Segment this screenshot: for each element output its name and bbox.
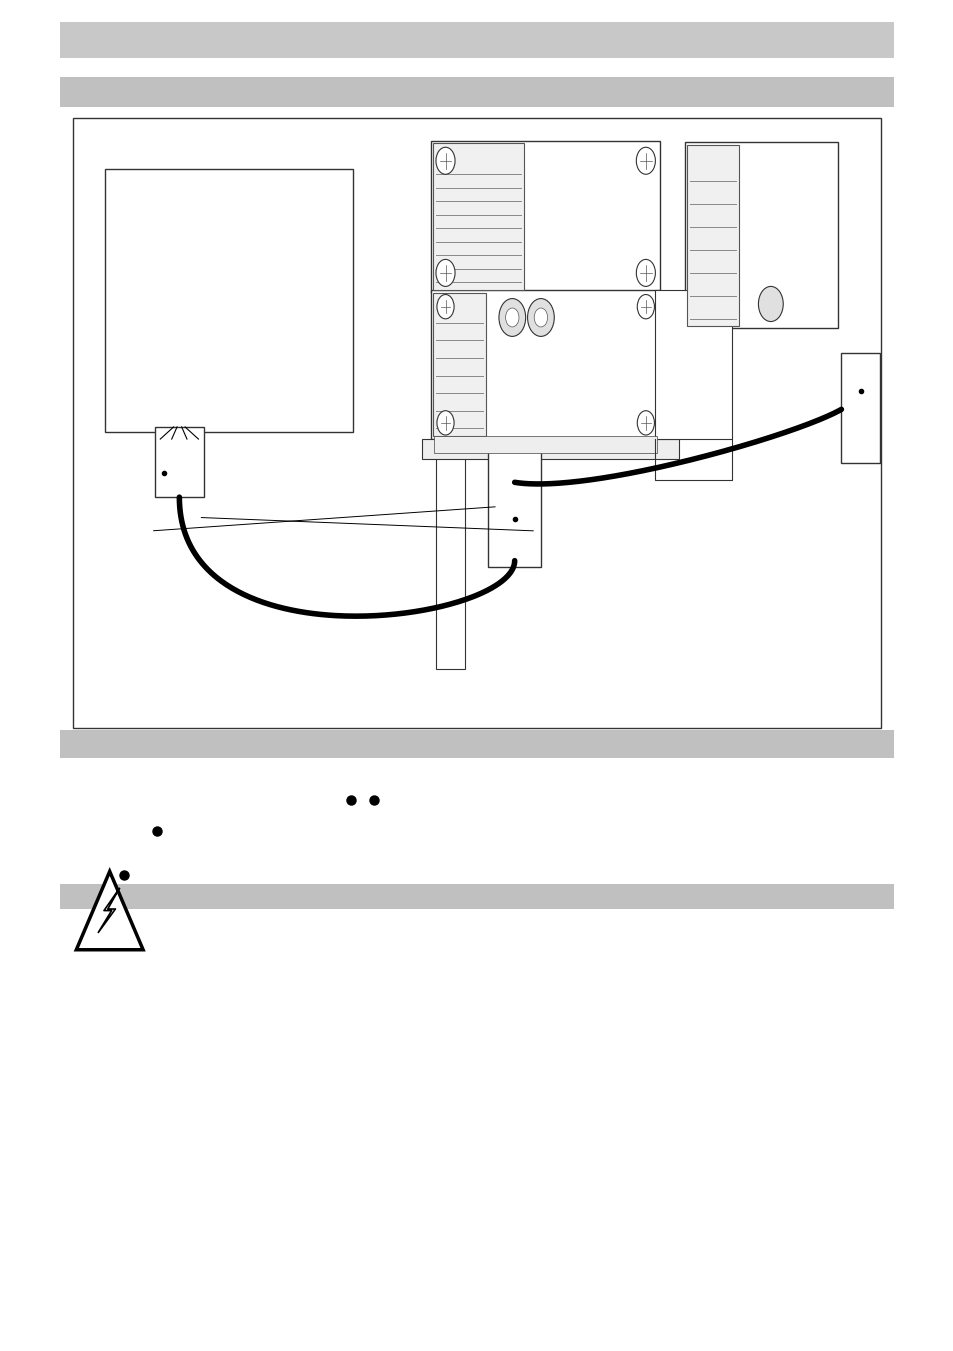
- Circle shape: [636, 259, 655, 286]
- Bar: [60, 77, 893, 107]
- Bar: [60, 730, 893, 758]
- Polygon shape: [76, 871, 143, 950]
- Bar: [684, 142, 837, 328]
- Bar: [686, 145, 739, 326]
- Circle shape: [498, 299, 525, 336]
- Bar: [60, 884, 893, 909]
- Bar: [488, 446, 540, 567]
- Bar: [105, 169, 353, 432]
- Bar: [433, 143, 523, 290]
- Circle shape: [527, 299, 554, 336]
- Bar: [655, 290, 731, 439]
- Bar: [433, 293, 485, 436]
- Circle shape: [436, 295, 454, 319]
- Bar: [73, 118, 881, 728]
- Circle shape: [637, 295, 654, 319]
- Circle shape: [505, 308, 518, 327]
- Circle shape: [758, 286, 782, 322]
- Bar: [431, 141, 659, 293]
- Bar: [154, 427, 204, 497]
- Bar: [434, 436, 657, 453]
- Circle shape: [436, 259, 455, 286]
- Bar: [60, 22, 893, 58]
- Bar: [841, 353, 879, 463]
- Circle shape: [436, 147, 455, 174]
- Bar: [431, 290, 659, 439]
- Bar: [421, 439, 679, 459]
- Bar: [436, 432, 464, 669]
- Circle shape: [534, 308, 547, 327]
- Circle shape: [637, 411, 654, 435]
- Circle shape: [436, 411, 454, 435]
- Circle shape: [636, 147, 655, 174]
